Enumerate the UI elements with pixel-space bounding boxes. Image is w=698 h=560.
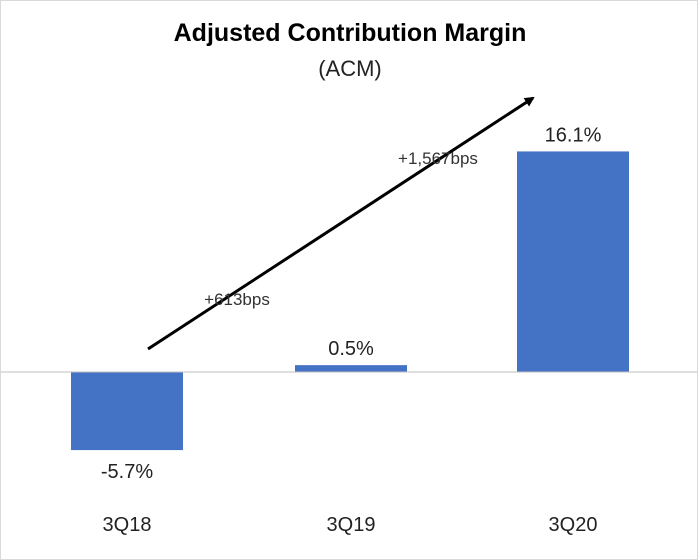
chart-title: Adjusted Contribution Margin bbox=[174, 19, 527, 47]
annotation-613bps: +613bps bbox=[204, 290, 270, 309]
chart-subtitle: (ACM) bbox=[318, 56, 382, 81]
x-axis-ticks: 3Q18 3Q19 3Q20 bbox=[103, 514, 598, 536]
x-tick-3q20: 3Q20 bbox=[549, 514, 598, 536]
annotation-1567bps: +1,567bps bbox=[398, 149, 478, 168]
data-label-3q18: -5.7% bbox=[101, 461, 153, 483]
x-tick-3q18: 3Q18 bbox=[103, 514, 152, 536]
labels-layer: -5.7% 0.5% 16.1% bbox=[101, 124, 602, 483]
data-label-3q19: 0.5% bbox=[328, 338, 374, 360]
trend-arrow bbox=[147, 96, 535, 351]
x-tick-3q19: 3Q19 bbox=[327, 514, 376, 536]
bar-3q19 bbox=[295, 365, 407, 372]
bar-3q20 bbox=[517, 151, 629, 372]
data-label-3q20: 16.1% bbox=[545, 124, 602, 146]
bars-layer bbox=[71, 151, 629, 451]
bar-3q18 bbox=[71, 372, 183, 451]
